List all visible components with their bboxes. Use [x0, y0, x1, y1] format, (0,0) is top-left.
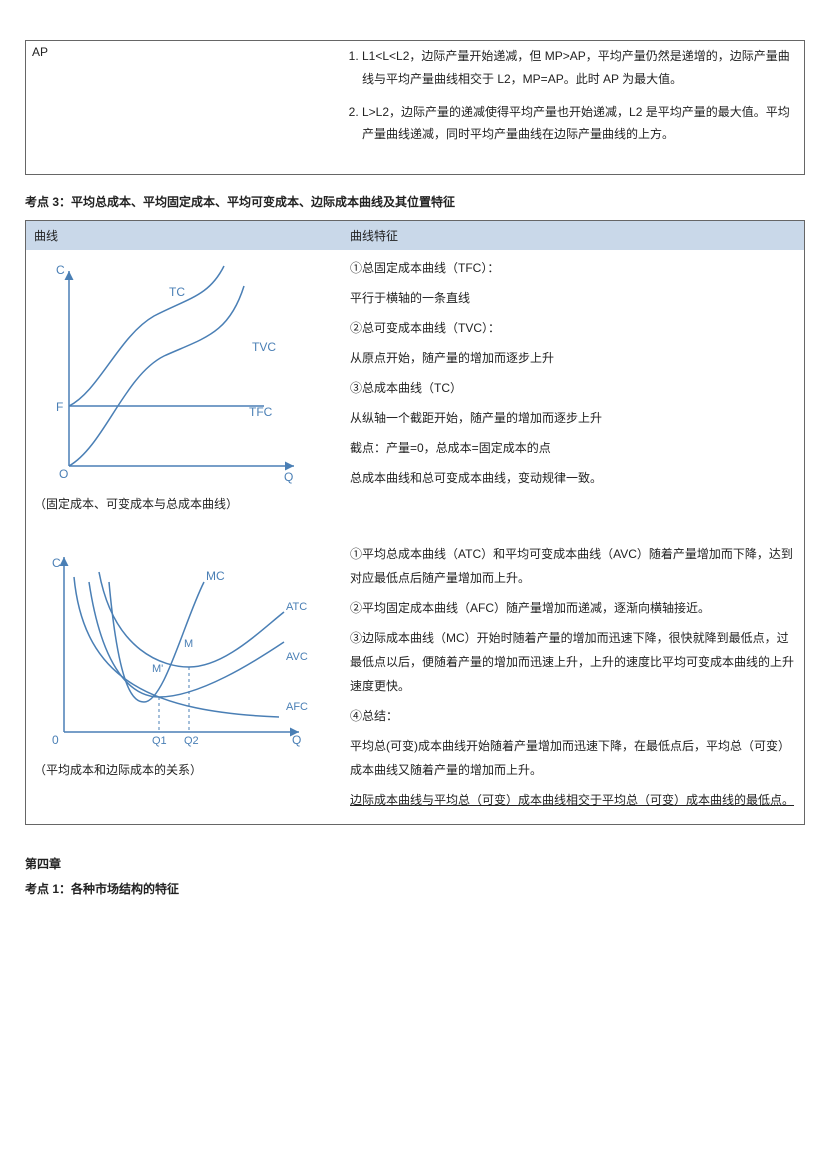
desc2-p1: ①平均总成本曲线（ATC）和平均可变成本曲线（AVC）随着产量增加而下降，达到对…	[350, 542, 796, 590]
page: AP L1<L<L2，边际产量开始递减，但 MP>AP，平均产量仍然是递增的，边…	[0, 0, 830, 957]
chart1-caption: （固定成本、可变成本与总成本曲线）	[34, 492, 334, 516]
svg-text:C: C	[52, 556, 61, 570]
svg-text:M: M	[184, 638, 193, 650]
svg-text:Q1: Q1	[152, 735, 167, 747]
chart1-cell: C F O Q TC TVC TFC （固定成本、可变成本与总成本曲线）	[26, 250, 343, 536]
svg-text:Q2: Q2	[184, 735, 199, 747]
svg-text:ATC: ATC	[286, 601, 307, 613]
svg-text:Q: Q	[292, 733, 301, 747]
svg-text:MC: MC	[206, 569, 225, 583]
svg-text:AFC: AFC	[286, 701, 308, 713]
chapter4-title: 第四章	[25, 855, 805, 872]
desc1-p5: ③总成本曲线（TC）	[350, 376, 796, 400]
desc2-p3: ③边际成本曲线（MC）开始时随着产量的增加而迅速下降，很快就降到最低点，过最低点…	[350, 626, 796, 698]
ap-right-cell: L1<L<L2，边际产量开始递减，但 MP>AP，平均产量仍然是递增的，边际产量…	[338, 41, 804, 174]
chart1-origin: O	[59, 467, 68, 481]
table-row: C F O Q TC TVC TFC （固定成本、可变成本与总成本曲线） ①总固…	[26, 250, 805, 536]
desc2-p2: ②平均固定成本曲线（AFC）随产量增加而递减，逐渐向横轴接近。	[350, 596, 796, 620]
chart2-cell: C 0 Q Q1 Q2 MC ATC AVC AFC M M' （平均成本和边际…	[26, 536, 343, 825]
desc1-p6: 从纵轴一个截距开始，随产量的增加而逐步上升	[350, 406, 796, 430]
cost-table: 曲线 曲线特征	[25, 220, 805, 825]
section3-title: 考点 3：平均总成本、平均固定成本、平均可变成本、边际成本曲线及其位置特征	[25, 193, 805, 210]
ap-box: AP L1<L<L2，边际产量开始递减，但 MP>AP，平均产量仍然是递增的，边…	[25, 40, 805, 175]
tvc-label: TVC	[252, 340, 276, 354]
ap-label: AP	[32, 45, 48, 59]
desc1-p4: 从原点开始，随产量的增加而逐步上升	[350, 346, 796, 370]
desc1-p1: ①总固定成本曲线（TFC）：	[350, 256, 796, 280]
chart1-y-label: C	[56, 263, 65, 277]
cost-chart-2: C 0 Q Q1 Q2 MC ATC AVC AFC M M'	[34, 542, 314, 752]
header-right: 曲线特征	[342, 221, 805, 251]
chart1-f-label: F	[56, 400, 63, 414]
desc2-p5: 平均总(可变)成本曲线开始随着产量增加而迅速下降，在最低点后，平均总（可变）成本…	[350, 734, 796, 782]
desc2-p4: ④总结：	[350, 704, 796, 728]
chart2-caption: （平均成本和边际成本的关系）	[34, 758, 334, 782]
tfc-label: TFC	[249, 405, 273, 419]
table-header-row: 曲线 曲线特征	[26, 221, 805, 251]
svg-text:0: 0	[52, 733, 59, 747]
desc1-p8: 总成本曲线和总可变成本曲线，变动规律一致。	[350, 466, 796, 490]
desc2-p6: 边际成本曲线与平均总（可变）成本曲线相交于平均总（可变）成本曲线的最低点。	[350, 788, 796, 812]
ap-item-2: L>L2，边际产量的递减使得平均产量也开始递减，L2 是平均产量的最大值。平均产…	[362, 101, 798, 147]
kp1-title: 考点 1：各种市场结构的特征	[25, 880, 805, 897]
table-row: C 0 Q Q1 Q2 MC ATC AVC AFC M M' （平均成本和边际…	[26, 536, 805, 825]
chart1-x-label: Q	[284, 470, 293, 484]
desc1-cell: ①总固定成本曲线（TFC）： 平行于横轴的一条直线 ②总可变成本曲线（TVC）：…	[342, 250, 805, 536]
svg-text:AVC: AVC	[286, 651, 308, 663]
desc1-p3: ②总可变成本曲线（TVC）：	[350, 316, 796, 340]
desc1-p7: 截点：产量=0，总成本=固定成本的点	[350, 436, 796, 460]
svg-text:M': M'	[152, 663, 163, 675]
cost-chart-1: C F O Q TC TVC TFC	[34, 256, 314, 486]
ap-item-1: L1<L<L2，边际产量开始递减，但 MP>AP，平均产量仍然是递增的，边际产量…	[362, 45, 798, 91]
ap-list: L1<L<L2，边际产量开始递减，但 MP>AP，平均产量仍然是递增的，边际产量…	[344, 45, 798, 146]
desc2-cell: ①平均总成本曲线（ATC）和平均可变成本曲线（AVC）随着产量增加而下降，达到对…	[342, 536, 805, 825]
ap-left-cell: AP	[26, 41, 338, 174]
desc1-p2: 平行于横轴的一条直线	[350, 286, 796, 310]
header-left: 曲线	[26, 221, 343, 251]
tc-label: TC	[169, 285, 185, 299]
